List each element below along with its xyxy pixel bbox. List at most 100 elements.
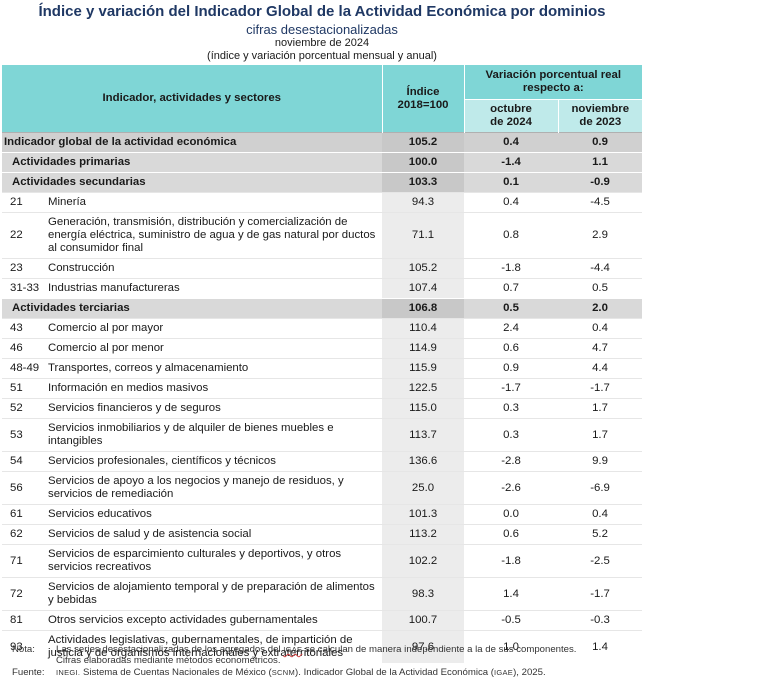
row-label: Servicios de esparcimiento culturales y …: [46, 544, 383, 578]
row-nov-variation: 5.2: [558, 524, 643, 545]
col-header-index: Índice 2018=100: [381, 65, 465, 133]
row-index-value: 100.0: [382, 152, 465, 173]
row-nov-variation: -4.5: [558, 192, 643, 213]
report-period: noviembre de 2024: [274, 37, 370, 49]
col-header-index-line2: 2018=100: [397, 98, 449, 111]
row-nov-variation: -0.9: [558, 172, 643, 193]
row-oct-variation: 0.9: [464, 358, 559, 379]
table-body: Indicador global de la actividad económi…: [2, 132, 643, 663]
note-label: Nota:: [12, 644, 35, 655]
col-header-oct: octubre de 2024: [463, 99, 559, 133]
row-nov-variation: -6.9: [558, 471, 643, 505]
row-index-value: 113.2: [382, 524, 465, 545]
row-oct-variation: 0.8: [464, 212, 559, 259]
row-nov-variation: 0.9: [558, 132, 643, 153]
row-oct-variation: 0.1: [464, 172, 559, 193]
table-row: 31-33 Industrias manufactureras 107.4 0.7 0.…: [2, 278, 643, 299]
row-index-value: 110.4: [382, 318, 465, 339]
row-label: Comercio al por menor: [46, 338, 383, 359]
row-nov-variation: -1.7: [558, 378, 643, 399]
row-oct-variation: -1.8: [464, 258, 559, 279]
row-nov-variation: 1.7: [558, 398, 643, 419]
row-code: 54: [2, 451, 46, 472]
row-code: 81: [2, 610, 46, 631]
row-nov-variation: 4.7: [558, 338, 643, 359]
row-code: 71: [2, 544, 46, 578]
inegi-abbr: INEGI.: [56, 668, 81, 677]
table-row: 71 Servicios de esparcimiento culturales …: [2, 544, 643, 578]
table-row: 72 Servicios de alojamiento temporal y de…: [2, 577, 643, 611]
row-index-value: 71.1: [382, 212, 465, 259]
row-code: 93: [2, 630, 46, 663]
row-nov-variation: 1.4: [558, 630, 643, 663]
row-label: Actividades legislativas, gubernamentale…: [46, 630, 383, 663]
row-oct-variation: 0.3: [464, 398, 559, 419]
row-nov-variation: -2.5: [558, 544, 643, 578]
row-oct-variation: 0.5: [464, 298, 559, 319]
row-index-value: 122.5: [382, 378, 465, 399]
row-index-value: 97.6: [382, 630, 465, 663]
row-label: Servicios de apoyo a los negocios y mane…: [46, 471, 383, 505]
row-label: Actividades secundarias: [2, 172, 383, 193]
report-subtitle: cifras desestacionalizadas: [246, 22, 398, 37]
row-oct-variation: 1.0: [464, 630, 559, 663]
row-nov-variation: 1.7: [558, 418, 643, 452]
row-index-value: 114.9: [382, 338, 465, 359]
col-header-index-line1: Índice: [406, 85, 440, 98]
row-nov-variation: 0.4: [558, 504, 643, 525]
row-index-value: 136.6: [382, 451, 465, 472]
col-header-oct-line2: de 2024: [490, 116, 532, 128]
row-label: Industrias manufactureras: [46, 278, 383, 299]
row-oct-variation: 0.6: [464, 524, 559, 545]
section-row: Actividades terciarias 106.8 0.5 2.0: [2, 298, 643, 319]
table-row: 51 Información en medios masivos 122.5 -1.7…: [2, 378, 643, 399]
row-index-value: 107.4: [382, 278, 465, 299]
row-code: 62: [2, 524, 46, 545]
row-index-value: 103.3: [382, 172, 465, 193]
row-nov-variation: 0.5: [558, 278, 643, 299]
row-code: 61: [2, 504, 46, 525]
row-label: Servicios inmobiliarios y de alquiler de…: [46, 418, 383, 452]
row-oct-variation: -1.8: [464, 544, 559, 578]
row-index-value: 105.2: [382, 132, 465, 153]
table-row: 43 Comercio al por mayor 110.4 2.4 0.4: [2, 318, 643, 339]
table-row: 56 Servicios de apoyo a los negocios y ma…: [2, 471, 643, 505]
col-header-indicator: Indicador, actividades y sectores: [2, 65, 383, 133]
row-code: 46: [2, 338, 46, 359]
table-row: 46 Comercio al por menor 114.9 0.6 4.7: [2, 338, 643, 359]
row-oct-variation: 2.4: [464, 318, 559, 339]
row-label: Transportes, correos y almacenamiento: [46, 358, 383, 379]
report-units: (índice y variación porcentual mensual y…: [207, 50, 437, 62]
row-code: 31-33: [2, 278, 46, 299]
table-row: 22 Generación, transmisión, distribución …: [2, 212, 643, 259]
row-oct-variation: 1.4: [464, 577, 559, 611]
row-index-value: 105.2: [382, 258, 465, 279]
section-row: Actividades secundarias 103.3 0.1 -0.9: [2, 172, 643, 193]
row-code: 21: [2, 192, 46, 213]
col-header-nov: noviembre de 2023: [557, 99, 643, 133]
row-label: Construcción: [46, 258, 383, 279]
table-row: 93 Actividades legislativas, gubernamenta…: [2, 630, 643, 663]
report-title: Índice y variación del Indicador Global …: [38, 3, 606, 20]
table-row: 53 Servicios inmobiliarios y de alquiler …: [2, 418, 643, 452]
note-line1: Las series desestacionalizadas de los ag…: [56, 644, 577, 655]
row-index-value: 106.8: [382, 298, 465, 319]
row-oct-variation: 0.3: [464, 418, 559, 452]
row-index-value: 115.0: [382, 398, 465, 419]
row-nov-variation: 4.4: [558, 358, 643, 379]
col-header-oct-line1: octubre: [490, 103, 532, 115]
section-row: Actividades primarias 100.0 -1.4 1.1: [2, 152, 643, 173]
row-label: Servicios financieros y de seguros: [46, 398, 383, 419]
row-label: Otros servicios excepto actividades gube…: [46, 610, 383, 631]
row-oct-variation: -2.8: [464, 451, 559, 472]
row-code: 72: [2, 577, 46, 611]
row-label: Indicador global de la actividad económi…: [2, 132, 383, 153]
source-label: Fuente:: [12, 667, 45, 678]
row-index-value: 101.3: [382, 504, 465, 525]
table-row: 54 Servicios profesionales, científicos y…: [2, 451, 643, 472]
row-nov-variation: 9.9: [558, 451, 643, 472]
table-row: 81 Otros servicios excepto actividades gu…: [2, 610, 643, 631]
row-index-value: 94.3: [382, 192, 465, 213]
row-oct-variation: -0.5: [464, 610, 559, 631]
row-index-value: 25.0: [382, 471, 465, 505]
